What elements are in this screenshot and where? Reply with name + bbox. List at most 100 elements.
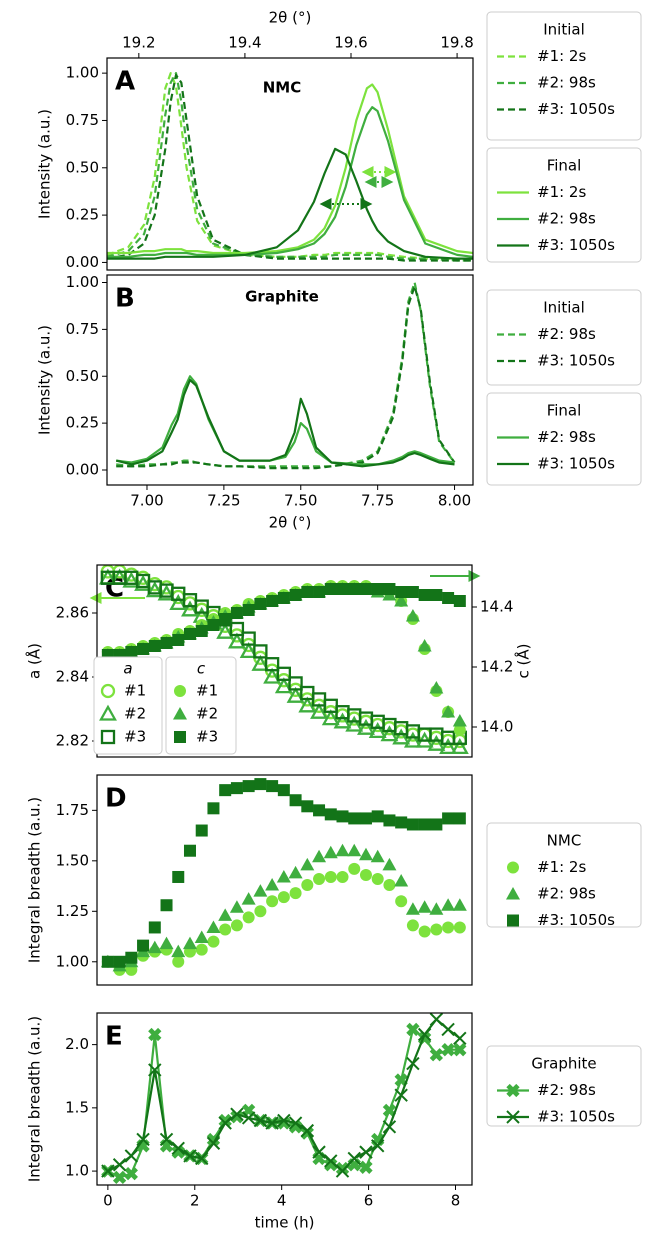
marker	[406, 818, 419, 831]
marker	[371, 810, 384, 823]
marker	[195, 824, 208, 837]
legend-marker	[100, 683, 116, 699]
legend-title: Initial	[543, 299, 585, 317]
marker	[182, 936, 197, 950]
panel-title: NMC	[263, 79, 302, 97]
y-tick-label: 0.00	[66, 461, 99, 479]
marker	[206, 1136, 221, 1150]
plot-area	[107, 72, 473, 262]
marker	[324, 808, 337, 821]
legend-label: #2: 98s	[537, 885, 596, 903]
series-line	[107, 72, 473, 262]
marker	[301, 586, 314, 598]
marker	[439, 738, 458, 755]
x-tick-label: 19.2	[122, 34, 155, 52]
marker	[159, 1132, 174, 1147]
legend-label: #2: 98s	[537, 325, 596, 343]
marker	[289, 887, 302, 900]
x-axis-label: 2θ (°)	[269, 9, 312, 27]
y-tick-label: 2.0	[65, 1035, 89, 1053]
marker	[418, 589, 431, 601]
marker	[101, 1164, 115, 1178]
marker	[194, 930, 209, 944]
marker	[298, 696, 317, 713]
legend-marker	[507, 861, 519, 874]
x-tick-label: 6	[364, 1192, 374, 1210]
marker	[218, 1116, 232, 1130]
series-line	[107, 147, 473, 260]
marker	[276, 869, 291, 883]
y-tick-label: 1.50	[56, 851, 89, 869]
marker	[403, 731, 422, 748]
marker	[160, 899, 173, 912]
marker	[195, 1151, 209, 1166]
x-tick-label: 7.50	[284, 492, 317, 510]
y-tick-label: 2.82	[56, 732, 89, 750]
x-tick-label: 2	[190, 1192, 200, 1210]
x-axis-label: 2θ (°)	[269, 514, 312, 532]
legend-title: Graphite	[531, 1055, 596, 1073]
marker	[147, 940, 162, 954]
marker	[136, 1132, 150, 1147]
marker	[124, 1166, 138, 1181]
marker	[406, 1022, 420, 1037]
marker	[219, 613, 232, 625]
y-tick-label: 2.84	[56, 668, 89, 686]
marker	[452, 898, 467, 911]
marker	[336, 583, 349, 595]
y2-tick-label: 14.2	[480, 658, 513, 676]
x-tick-label: 0	[103, 1192, 113, 1210]
marker	[253, 644, 268, 659]
y-tick-label: 1.75	[56, 801, 89, 819]
marker	[171, 944, 186, 958]
marker	[370, 1139, 385, 1153]
series-line	[107, 83, 473, 255]
marker	[219, 923, 232, 936]
marker	[276, 666, 291, 681]
marker	[359, 868, 372, 881]
marker	[453, 1031, 467, 1045]
marker	[382, 1120, 397, 1134]
marker	[157, 584, 176, 601]
marker	[263, 667, 282, 684]
marker	[253, 1113, 268, 1128]
marker	[429, 1013, 444, 1027]
axes-frame	[106, 57, 474, 271]
marker	[171, 1145, 185, 1159]
x-tick-label: 7.00	[130, 492, 163, 510]
marker	[441, 1022, 455, 1037]
marker	[195, 625, 208, 637]
legend-label: #3	[196, 728, 218, 746]
x-tick-label: 8	[451, 1192, 461, 1210]
marker	[254, 598, 267, 610]
legend-label: #3: 1050s	[537, 100, 615, 118]
marker	[219, 784, 232, 797]
legend-label: #1: 2s	[537, 183, 586, 201]
marker	[348, 583, 361, 595]
y-axis-label: Integral breadth (a.u.)	[26, 1016, 44, 1182]
marker	[229, 621, 245, 637]
marker	[358, 847, 373, 861]
marker	[300, 857, 315, 871]
marker	[254, 905, 267, 918]
marker	[382, 857, 397, 871]
plot-area	[98, 565, 469, 755]
marker	[241, 1111, 256, 1125]
legend-title: a	[123, 660, 132, 678]
marker	[442, 592, 455, 604]
marker	[394, 1088, 408, 1102]
marker	[274, 677, 293, 694]
marker	[254, 778, 267, 791]
marker	[453, 595, 466, 607]
legend-label: #3: 1050s	[537, 911, 615, 929]
marker	[430, 589, 443, 601]
marker	[395, 586, 408, 598]
marker	[380, 725, 399, 742]
marker	[124, 1149, 139, 1163]
y-axis-label: Integral breadth (a.u.)	[26, 797, 44, 963]
axis-arrows	[89, 570, 481, 604]
y-tick-label: 1.0	[65, 1162, 89, 1180]
marker	[230, 1110, 244, 1124]
